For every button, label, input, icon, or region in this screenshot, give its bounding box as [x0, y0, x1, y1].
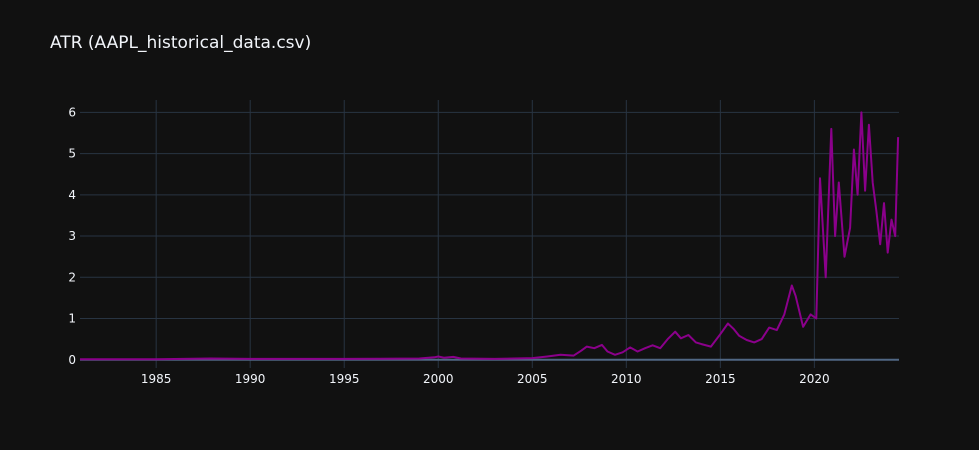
y-tick-label: 5 — [68, 147, 76, 161]
series-layer — [80, 111, 900, 361]
x-tick-label: 2010 — [611, 372, 642, 386]
x-tick-label: 1995 — [329, 372, 360, 386]
x-tick-label: 1985 — [141, 372, 172, 386]
chart-title: ATR (AAPL_historical_data.csv) — [50, 33, 312, 53]
y-tick-label: 0 — [68, 353, 76, 367]
x-tick-label: 2005 — [517, 372, 548, 386]
y-tick-label: 1 — [68, 312, 76, 326]
y-tick-label: 4 — [68, 188, 76, 202]
x-tick-label: 1990 — [235, 372, 266, 386]
x-gridlines — [155, 100, 815, 368]
x-tick-label: 2015 — [705, 372, 736, 386]
y-tick-label: 3 — [68, 229, 76, 243]
y-tick-label: 6 — [68, 105, 76, 119]
series-line[interactable] — [80, 111, 900, 361]
y-gridlines — [80, 111, 899, 361]
x-tick-label: 2000 — [423, 372, 454, 386]
y-tick-labels: 0 1 2 3 4 5 6 — [68, 105, 76, 366]
x-tick-labels: 1985 1990 1995 2000 2005 2010 2015 2020 — [141, 372, 830, 386]
y-tick-label: 2 — [68, 270, 76, 284]
x-tick-label: 2020 — [799, 372, 830, 386]
